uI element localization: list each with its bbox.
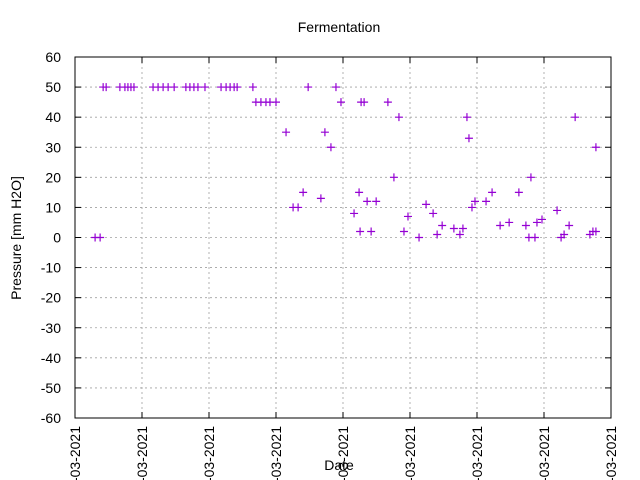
point [415,233,424,242]
point [591,227,600,236]
y-tick-label: -30 [41,320,61,336]
point [532,218,541,227]
point [470,197,479,206]
point [449,224,458,233]
point [514,188,523,197]
point [102,83,111,92]
y-tick-label: -40 [41,350,61,366]
point [350,209,359,218]
y-tick-label: -20 [41,290,61,306]
point [553,206,562,215]
point [505,218,514,227]
point [326,143,335,152]
point [496,221,505,230]
point [233,83,242,92]
x-tick-label: 06-03-2021 [67,426,83,480]
y-tick-label: 40 [45,109,61,125]
y-tick-label: 0 [53,230,61,246]
y-tick-label: 30 [45,139,61,155]
point [560,230,569,239]
point [571,113,580,122]
x-tick-label: 20-03-2021 [536,426,552,480]
point [294,203,303,212]
point [482,197,491,206]
x-tick-label: 10-03-2021 [201,426,217,480]
x-tick-label: 16-03-2021 [402,426,418,480]
point [403,212,412,221]
y-tick-label: 20 [45,169,61,185]
x-tick-label: 12-03-2021 [268,426,284,480]
point [399,227,408,236]
point [170,83,179,92]
point [429,209,438,218]
point [455,230,464,239]
y-tick-label: -10 [41,260,61,276]
chart-title: Fermentation [298,19,380,35]
x-tick-label: 14-03-2021 [335,426,351,480]
point [438,221,447,230]
point [355,188,364,197]
x-tick-label: 08-03-2021 [134,426,150,480]
point [200,83,209,92]
x-axis-label: Date [324,457,354,473]
point [394,113,403,122]
y-tick-label: 10 [45,199,61,215]
point [282,128,291,137]
point [521,221,530,230]
x-tick-label: 22-03-2021 [603,426,619,480]
point [316,194,325,203]
point [591,143,600,152]
y-tick-label: 60 [45,49,61,65]
y-axis-label: Pressure [mm H2O] [8,176,24,300]
y-tick-label: -60 [41,410,61,426]
point [372,197,381,206]
point [433,230,442,239]
point [422,200,431,209]
point [356,227,365,236]
point [193,83,202,92]
point [565,221,574,230]
point [383,98,392,107]
point [488,188,497,197]
plot-frame [74,56,612,419]
point [360,98,369,107]
point [336,98,345,107]
point [462,113,471,122]
x-tick-label: 18-03-2021 [469,426,485,480]
point [367,227,376,236]
point [96,233,105,242]
y-tick-label: -50 [41,380,61,396]
point [248,83,257,92]
point [363,197,372,206]
point [530,233,539,242]
point [299,188,308,197]
point [526,173,535,182]
point [458,224,467,233]
point [464,134,473,143]
point [304,83,313,92]
point [320,128,329,137]
point [389,173,398,182]
point [272,98,280,107]
point [129,83,138,92]
point [537,215,546,224]
point [331,83,340,92]
point [467,203,476,212]
y-tick-label: 50 [45,79,61,95]
